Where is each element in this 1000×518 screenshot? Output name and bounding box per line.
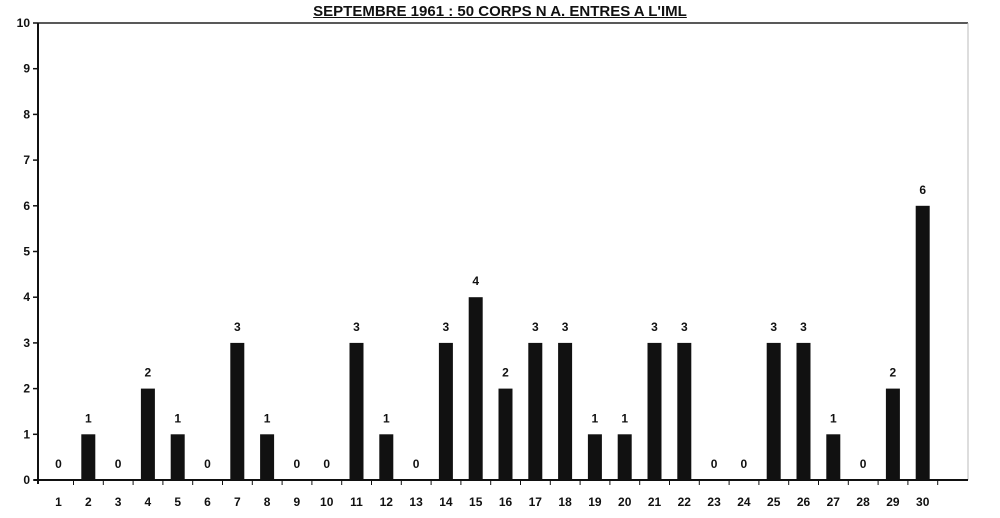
data-label: 3 (770, 320, 777, 334)
y-tick-label: 4 (23, 290, 30, 304)
x-tick-label: 17 (529, 495, 543, 509)
data-label: 0 (860, 457, 867, 471)
data-label: 0 (711, 457, 718, 471)
data-label: 3 (234, 320, 241, 334)
bar (647, 342, 662, 480)
bar (528, 342, 543, 480)
data-label: 2 (890, 366, 897, 380)
x-tick-label: 19 (588, 495, 602, 509)
data-label: 1 (174, 411, 181, 425)
y-tick-label: 3 (23, 336, 30, 350)
data-label: 0 (323, 457, 330, 471)
data-label: 3 (562, 320, 569, 334)
bar (617, 434, 632, 480)
data-label: 1 (592, 411, 599, 425)
x-tick-label: 25 (767, 495, 781, 509)
y-tick-label: 5 (23, 245, 30, 259)
bar (826, 434, 841, 480)
y-tick-label: 9 (23, 62, 30, 76)
x-tick-label: 4 (145, 495, 152, 509)
x-tick-label: 1 (55, 495, 62, 509)
bar (587, 434, 602, 480)
bar (766, 342, 781, 480)
chart-title: SEPTEMBRE 1961 : 50 CORPS N A. ENTRES A … (313, 3, 687, 20)
bar (468, 297, 483, 480)
x-tick-label: 22 (678, 495, 692, 509)
x-tick-label: 15 (469, 495, 483, 509)
bar (170, 434, 185, 480)
x-tick-label: 2 (85, 495, 92, 509)
data-label: 0 (413, 457, 420, 471)
data-label: 3 (800, 320, 807, 334)
data-label: 3 (681, 320, 688, 334)
x-tick-label: 14 (439, 495, 453, 509)
bar (558, 342, 573, 480)
data-label: 1 (264, 411, 271, 425)
x-tick-label: 12 (380, 495, 394, 509)
bar (349, 342, 364, 480)
bar (915, 205, 930, 481)
data-label: 3 (651, 320, 658, 334)
y-tick-label: 0 (23, 473, 30, 487)
data-label: 3 (443, 320, 450, 334)
x-tick-label: 30 (916, 495, 930, 509)
bar (379, 434, 394, 480)
bar (230, 342, 245, 480)
x-tick-label: 26 (797, 495, 811, 509)
data-label: 3 (353, 320, 360, 334)
x-tick-label: 13 (409, 495, 423, 509)
x-tick-label: 28 (856, 495, 870, 509)
bar (140, 388, 155, 480)
bar (885, 388, 900, 480)
bar (796, 342, 811, 480)
data-label: 3 (532, 320, 539, 334)
x-tick-label: 8 (264, 495, 271, 509)
y-tick-label: 10 (17, 16, 31, 30)
y-tick-label: 8 (23, 107, 30, 121)
data-label: 1 (621, 411, 628, 425)
y-tick-label: 6 (23, 199, 30, 213)
y-tick-label: 2 (23, 382, 30, 396)
data-label: 0 (204, 457, 211, 471)
data-label: 0 (294, 457, 301, 471)
x-tick-label: 24 (737, 495, 751, 509)
data-label: 0 (741, 457, 748, 471)
x-tick-label: 23 (707, 495, 721, 509)
data-label: 0 (55, 457, 62, 471)
bar (677, 342, 692, 480)
data-label: 2 (145, 366, 152, 380)
x-tick-label: 27 (827, 495, 841, 509)
x-tick-label: 16 (499, 495, 513, 509)
x-tick-label: 3 (115, 495, 122, 509)
y-tick-label: 1 (23, 427, 30, 441)
data-label: 1 (85, 411, 92, 425)
data-label: 0 (115, 457, 122, 471)
x-tick-label: 20 (618, 495, 632, 509)
x-tick-label: 29 (886, 495, 900, 509)
y-tick-label: 7 (23, 153, 30, 167)
x-tick-label: 11 (350, 495, 363, 509)
data-label: 1 (383, 411, 390, 425)
x-tick-label: 6 (204, 495, 211, 509)
data-label: 4 (472, 274, 479, 288)
x-tick-label: 18 (558, 495, 572, 509)
bar (260, 434, 275, 480)
bar (438, 342, 453, 480)
data-label: 2 (502, 366, 509, 380)
x-tick-label: 5 (174, 495, 181, 509)
data-label: 1 (830, 411, 837, 425)
x-tick-label: 10 (320, 495, 334, 509)
x-tick-label: 9 (294, 495, 301, 509)
bar (81, 434, 96, 480)
x-tick-label: 21 (648, 495, 662, 509)
data-label: 6 (919, 183, 926, 197)
bar (498, 388, 513, 480)
x-tick-label: 7 (234, 495, 241, 509)
